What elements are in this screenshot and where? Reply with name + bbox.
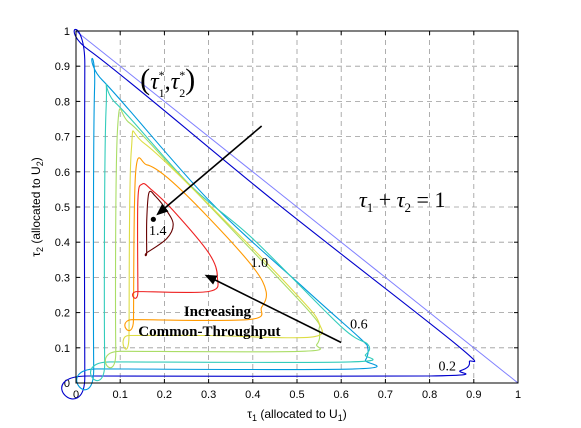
contour-label: 0.2 [439, 360, 457, 375]
annotations [156, 125, 342, 344]
contour-line-7 [132, 183, 219, 299]
contour-labels: 1.4 1.0 0.6 0.2 [149, 224, 456, 375]
x-tick-label: 1 [515, 389, 521, 401]
y-axis-label: τ2 (allocated to U2) [29, 157, 45, 257]
y-tick-label: 1 [64, 26, 70, 38]
optimum-point-label: (τ* 1,τ* 2) [140, 63, 195, 100]
y-tick-label: 0.7 [55, 132, 70, 144]
y-tick-label: 0.5 [55, 202, 70, 214]
x-tick-label: 0.7 [378, 389, 393, 401]
x-tick-label: 0.4 [245, 389, 260, 401]
x-tick-label: 0.8 [422, 389, 437, 401]
contour-label: 0.6 [350, 317, 368, 332]
x-axis-label: τ1 (allocated to U1) [247, 407, 347, 423]
annotation-arrow [156, 125, 263, 216]
contour-line-5 [122, 130, 323, 350]
contour-lines [61, 28, 519, 400]
tick-labels: 0 0.1 0.2 0.3 0.4 0.5 0.6 0.7 0.8 0.9 1 0 0.1 0.2 0.3 0… [55, 26, 521, 401]
contour-line-8 [144, 190, 174, 257]
contour-line-6 [124, 157, 267, 332]
y-tick-label: 0.3 [55, 272, 70, 284]
plot-frame [75, 30, 519, 384]
y-tick-label: 0.9 [55, 61, 70, 73]
y-tick-label: 0.6 [55, 167, 70, 179]
x-tick-label: 0.9 [466, 389, 481, 401]
contour-line-4 [104, 108, 321, 369]
constraint-line [75, 30, 519, 384]
contour-line-3 [90, 83, 374, 382]
y-tick-label: 0.4 [55, 237, 70, 249]
contour-line-1 [61, 28, 476, 400]
x-tick-label: 0.1 [113, 389, 128, 401]
x-tick-label: 0.6 [334, 389, 349, 401]
x-tick-label: 0.5 [289, 389, 304, 401]
contour-label: 1.4 [149, 224, 167, 239]
x-tick-label: 0.3 [201, 389, 216, 401]
y-tick-label: 0 [64, 378, 70, 390]
contour-label: 1.0 [251, 256, 269, 271]
y-tick-label: 0.8 [55, 96, 70, 108]
annotation-arrow [204, 274, 342, 344]
grid [76, 31, 518, 383]
y-tick-label: 0.1 [55, 343, 70, 355]
x-tick-label: 0.2 [157, 389, 172, 401]
y-tick-label: 0.2 [55, 308, 70, 320]
optimum-point [150, 216, 156, 222]
contour-line-2 [76, 57, 378, 391]
constraint-label: τ1 + τ2 = 1 [359, 187, 446, 215]
increasing-label-line1: Increasing [184, 304, 252, 320]
increasing-label-line2: Common-Throughput [138, 324, 280, 340]
x-tick-label: 0 [73, 389, 79, 401]
